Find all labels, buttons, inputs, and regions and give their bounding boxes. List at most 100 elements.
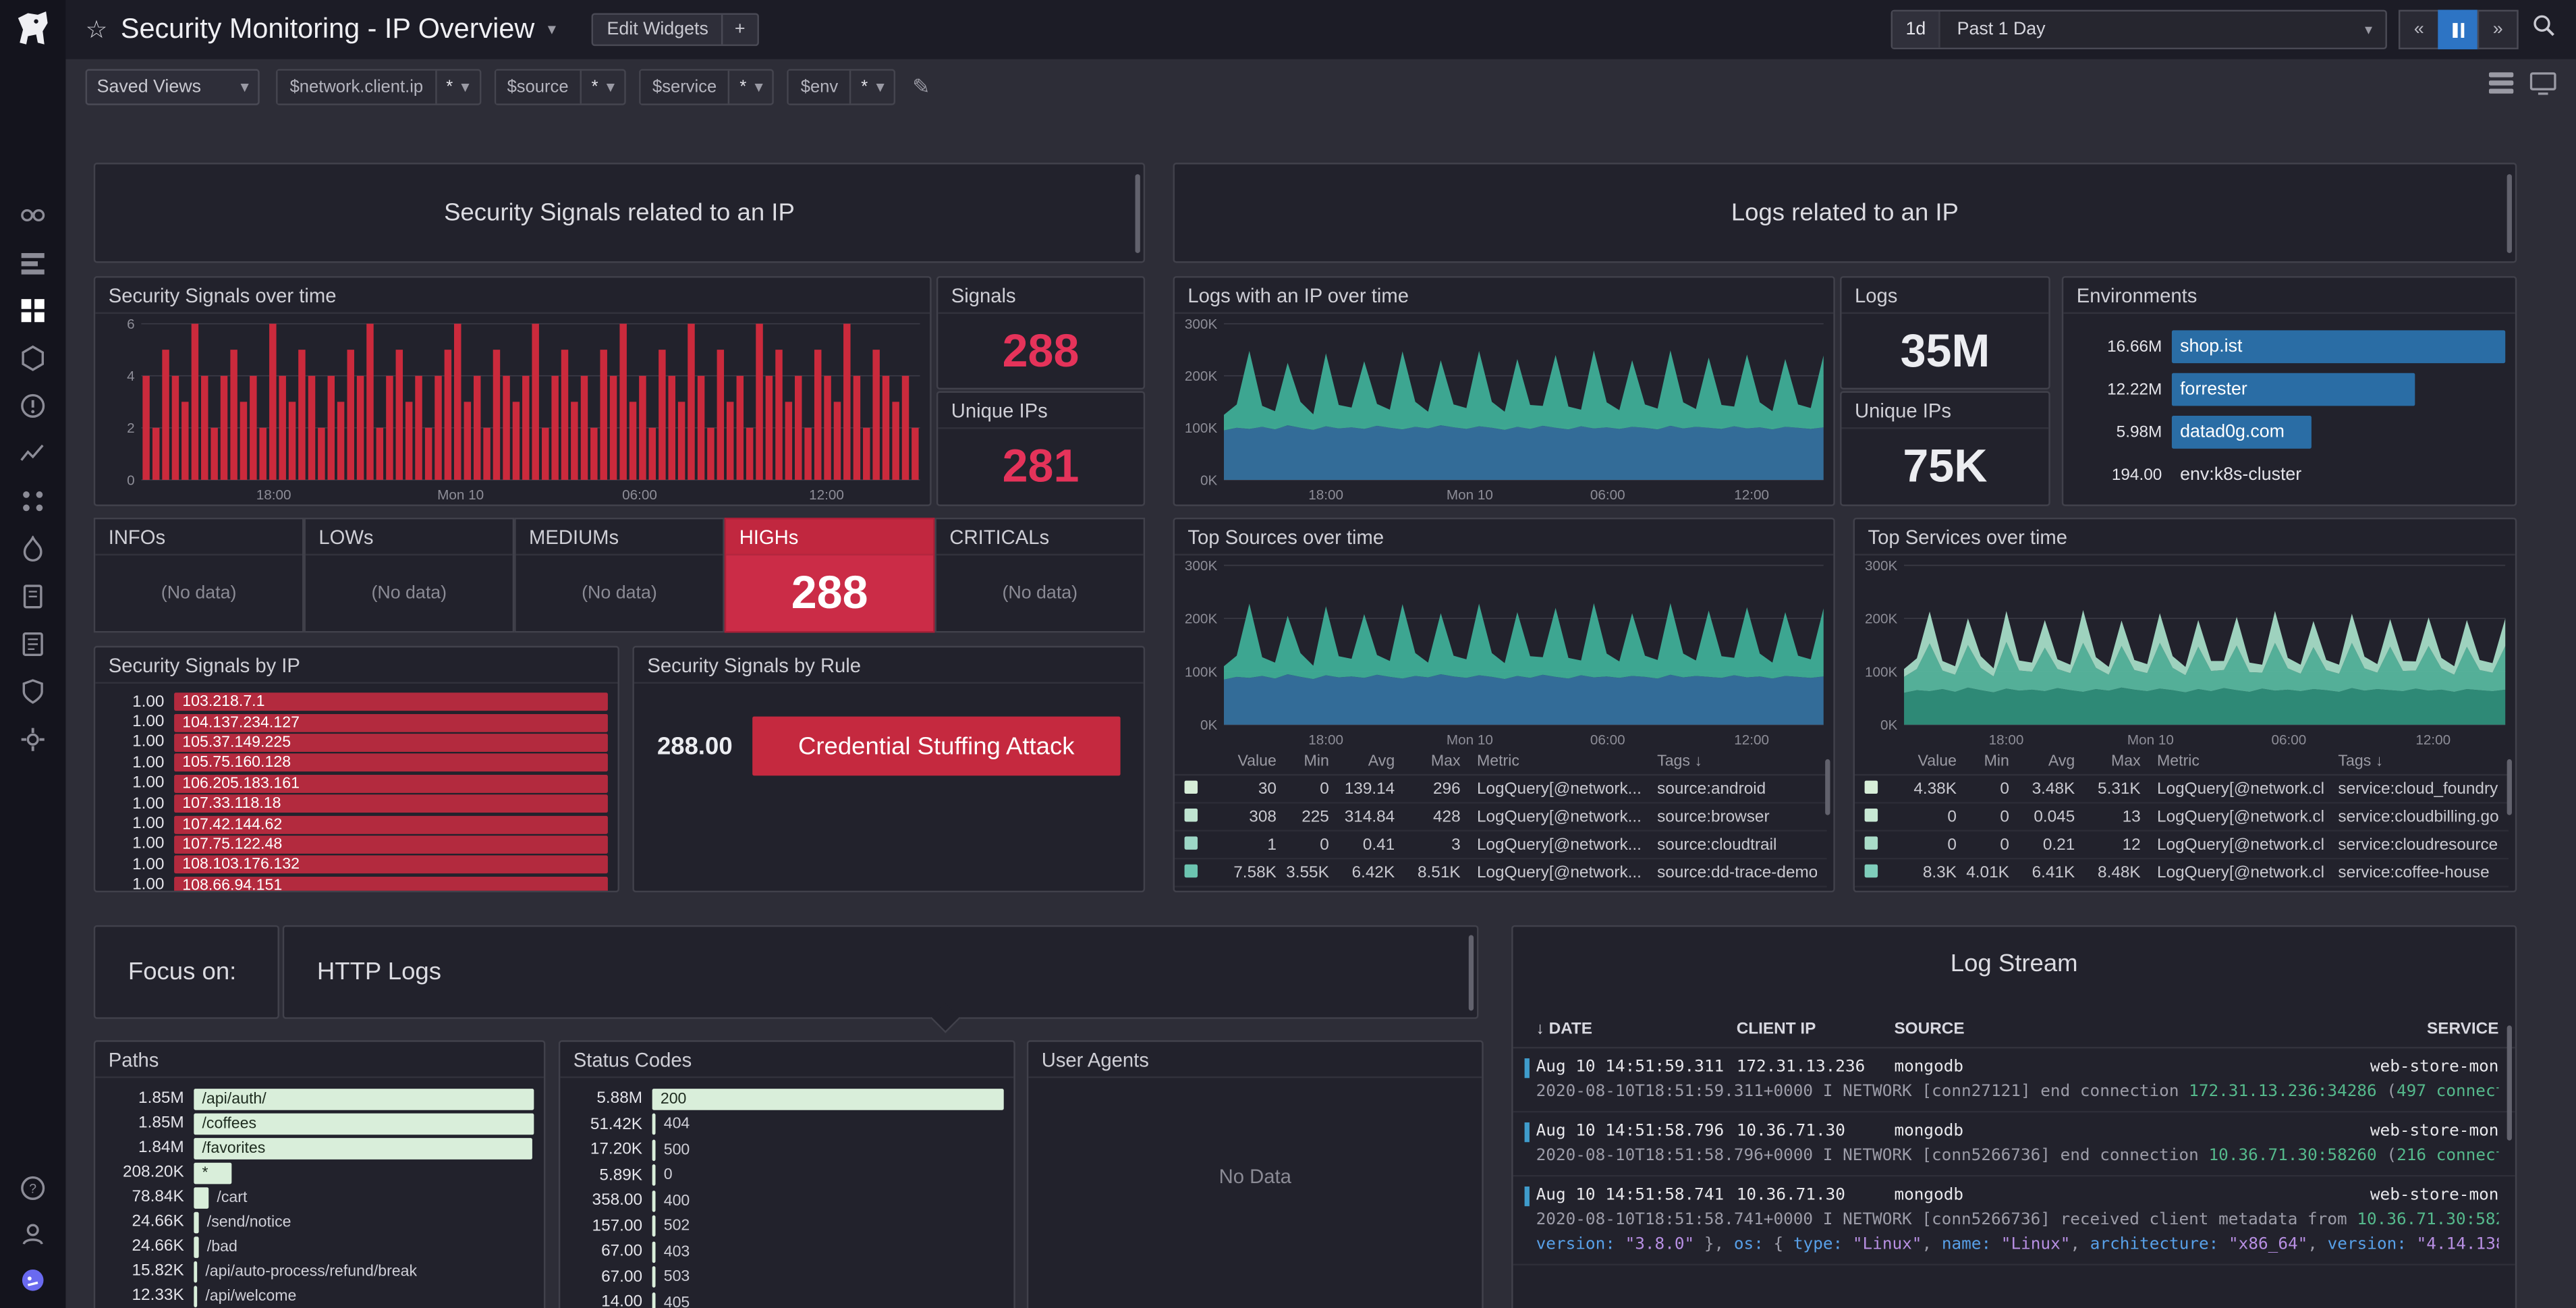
- widget-log-stream[interactable]: Log Stream ↓ DATECLIENT IPSOURCESERVICE …: [1511, 925, 2517, 1308]
- template-var-value[interactable]: *▾: [728, 71, 773, 104]
- note-focus-on[interactable]: Focus on:: [94, 925, 279, 1019]
- toplist-row[interactable]: 15.82K/api/auto-process/refund/break: [102, 1259, 531, 1284]
- table-row[interactable]: 100.413LogQuery[@network...source:cloudt…: [1175, 832, 1827, 859]
- log-entry[interactable]: Aug 10 14:51:59.311172.31.13.236mongodbw…: [1513, 1048, 2515, 1112]
- widget-logs-over-time[interactable]: Logs with an IP over time 300K200K100K0K…: [1173, 276, 1835, 506]
- widget-severity-infos[interactable]: INFOs(No data): [94, 518, 304, 632]
- saved-views-select[interactable]: Saved Views ▾: [86, 69, 260, 105]
- template-var-value[interactable]: *▾: [580, 71, 625, 104]
- toplist-row[interactable]: 1.00105.37.149.225: [102, 732, 605, 753]
- toplist-row[interactable]: 194.00env:k8s-cluster: [2070, 454, 2502, 496]
- search-icon[interactable]: [2531, 13, 2556, 46]
- datadog-logo-icon[interactable]: [11, 8, 54, 51]
- account-icon[interactable]: [18, 1220, 48, 1249]
- scrollbar[interactable]: [1469, 935, 1474, 1010]
- table-header[interactable]: Value: [1208, 753, 1277, 771]
- table-header[interactable]: Min: [1957, 753, 2009, 771]
- infrastructure-icon[interactable]: [18, 344, 48, 373]
- table-row[interactable]: 000.2112LogQuery[@network.cl...service:c…: [1855, 832, 2509, 859]
- toplist-row[interactable]: 1.00107.42.144.62: [102, 814, 605, 834]
- toplist-row[interactable]: 1.00107.75.122.48: [102, 834, 605, 854]
- time-back-button[interactable]: «: [2399, 10, 2440, 49]
- toplist-row[interactable]: 51.42K404: [567, 1112, 1001, 1137]
- events-icon[interactable]: [18, 248, 48, 278]
- table-header[interactable]: Avg: [2009, 753, 2075, 771]
- toplist-row[interactable]: 1.00107.33.118.18: [102, 794, 605, 814]
- widget-unique-ips-signals[interactable]: Unique IPs 281: [936, 391, 1145, 506]
- tv-mode-icon[interactable]: [2530, 72, 2556, 103]
- toplist-row[interactable]: 16.66Mshop.ist: [2070, 325, 2502, 368]
- edit-variables-pencil-icon[interactable]: ✎: [912, 74, 930, 101]
- toplist-row[interactable]: 1.00108.66.94.151: [102, 875, 605, 893]
- widget-user-agents[interactable]: User Agents No Data: [1027, 1040, 1484, 1308]
- log-column-header[interactable]: ↓ DATE: [1536, 1020, 1737, 1039]
- logs-area-chart[interactable]: 300K200K100K0K18:00Mon 1006:0012:00: [1175, 314, 1833, 504]
- table-header[interactable]: Max: [1395, 753, 1460, 771]
- widget-paths[interactable]: Paths 1.85M/api/auth/1.85M/coffees1.84M/…: [94, 1040, 546, 1308]
- note-security-signals[interactable]: Security Signals related to an IP: [94, 163, 1145, 263]
- note-logs-related[interactable]: Logs related to an IP: [1173, 163, 2517, 263]
- widget-unique-ips-logs[interactable]: Unique IPs 75K: [1840, 391, 2050, 506]
- apm-icon[interactable]: [18, 534, 48, 564]
- rule-bar[interactable]: Credential Stuffing Attack: [752, 717, 1121, 776]
- toplist-row[interactable]: 12.22Mforrester: [2070, 368, 2502, 410]
- log-column-header[interactable]: SOURCE: [1894, 1020, 2334, 1039]
- table-row[interactable]: 308225314.84428LogQuery[@network...sourc…: [1175, 804, 1827, 832]
- toplist-row[interactable]: 12.33K/api/welcome: [102, 1284, 531, 1308]
- help-icon[interactable]: ?: [18, 1174, 48, 1203]
- metrics-icon[interactable]: [18, 439, 48, 468]
- widget-signals-by-rule[interactable]: Security Signals by Rule 288.00 Credenti…: [632, 646, 1145, 892]
- table-header[interactable]: Value: [1888, 753, 1957, 771]
- template-var-network.client.ip[interactable]: $network.client.ip*▾: [277, 69, 481, 105]
- scrollbar[interactable]: [2507, 174, 2512, 253]
- widget-severity-mediums[interactable]: MEDIUMs(No data): [514, 518, 725, 632]
- toplist-row[interactable]: 1.85M/api/auth/: [102, 1086, 531, 1111]
- pause-button[interactable]: [2438, 10, 2479, 49]
- toplist-row[interactable]: 5.98Mdatad0g.com: [2070, 411, 2502, 454]
- toplist-row[interactable]: 1.00105.75.160.128: [102, 753, 605, 773]
- security-icon[interactable]: [18, 677, 48, 707]
- toplist-row[interactable]: 1.00104.137.234.127: [102, 712, 605, 732]
- widget-signals-count[interactable]: Signals 288: [936, 276, 1145, 389]
- time-range-picker[interactable]: 1d Past 1 Day ▾: [1891, 10, 2387, 49]
- widget-status-codes[interactable]: Status Codes 5.88M20051.42K40417.20K5005…: [559, 1040, 1015, 1308]
- toplist-row[interactable]: 5.89K0: [567, 1163, 1001, 1189]
- toplist-row[interactable]: 1.00103.218.7.1: [102, 692, 605, 712]
- notebooks-icon[interactable]: [18, 582, 48, 611]
- template-var-value[interactable]: *▾: [849, 71, 894, 104]
- top-services-area-chart[interactable]: 300K200K100K0K18:00Mon 1006:0012:00: [1855, 555, 2515, 749]
- log-column-header[interactable]: CLIENT IP: [1737, 1020, 1895, 1039]
- table-header[interactable]: Metric: [1461, 753, 1644, 771]
- table-header[interactable]: Tags ↓: [2325, 753, 2499, 771]
- table-header[interactable]: Metric: [2141, 753, 2325, 771]
- table-header[interactable]: Avg: [1329, 753, 1395, 771]
- dashboards-icon[interactable]: [18, 296, 48, 325]
- toplist-row[interactable]: 24.66K/send/notice: [102, 1209, 531, 1234]
- toplist-row[interactable]: 1.00108.103.176.132: [102, 854, 605, 875]
- widget-severity-highs[interactable]: HIGHs288: [725, 518, 935, 632]
- log-column-header[interactable]: SERVICE: [2334, 1020, 2498, 1039]
- template-var-value[interactable]: *▾: [435, 71, 479, 104]
- template-var-source[interactable]: $source*▾: [494, 69, 626, 105]
- log-entry[interactable]: Aug 10 14:51:58.79610.36.71.30mongodbweb…: [1513, 1112, 2515, 1176]
- log-entry[interactable]: Aug 10 14:51:58.74110.36.71.30mongodbweb…: [1513, 1176, 2515, 1265]
- widget-top-services[interactable]: Top Services over time 300K200K100K0K18:…: [1853, 518, 2517, 892]
- template-var-service[interactable]: $service*▾: [640, 69, 775, 105]
- monitors-icon[interactable]: [18, 391, 48, 421]
- toplist-row[interactable]: 24.66K/bad: [102, 1234, 531, 1259]
- add-widget-icon[interactable]: +: [721, 15, 756, 45]
- toplist-row[interactable]: 157.00502: [567, 1214, 1001, 1239]
- table-row[interactable]: 4.38K03.48K5.31KLogQuery[@network.cl...s…: [1855, 775, 2509, 803]
- toplist-row[interactable]: 1.00106.205.183.161: [102, 773, 605, 794]
- table-row[interactable]: 7.58K3.55K6.42K8.51KLogQuery[@network...…: [1175, 859, 1827, 887]
- widget-severity-criticals[interactable]: CRITICALs(No data): [934, 518, 1145, 632]
- toplist-row[interactable]: 5.88M200: [567, 1086, 1001, 1112]
- widget-logs-count[interactable]: Logs 35M: [1840, 276, 2050, 389]
- toplist-row[interactable]: 67.00503: [567, 1265, 1001, 1290]
- widget-security-signals-over-time[interactable]: Security Signals over time 642018:00Mon …: [94, 276, 932, 506]
- widget-top-sources[interactable]: Top Sources over time 300K200K100K0K18:0…: [1173, 518, 1835, 892]
- widget-severity-lows[interactable]: LOWs(No data): [304, 518, 514, 632]
- top-sources-area-chart[interactable]: 300K200K100K0K18:00Mon 1006:0012:00: [1175, 555, 1833, 749]
- table-row[interactable]: 000.04513LogQuery[@network.cl...service:…: [1855, 804, 2509, 832]
- toplist-row[interactable]: 67.00403: [567, 1239, 1001, 1265]
